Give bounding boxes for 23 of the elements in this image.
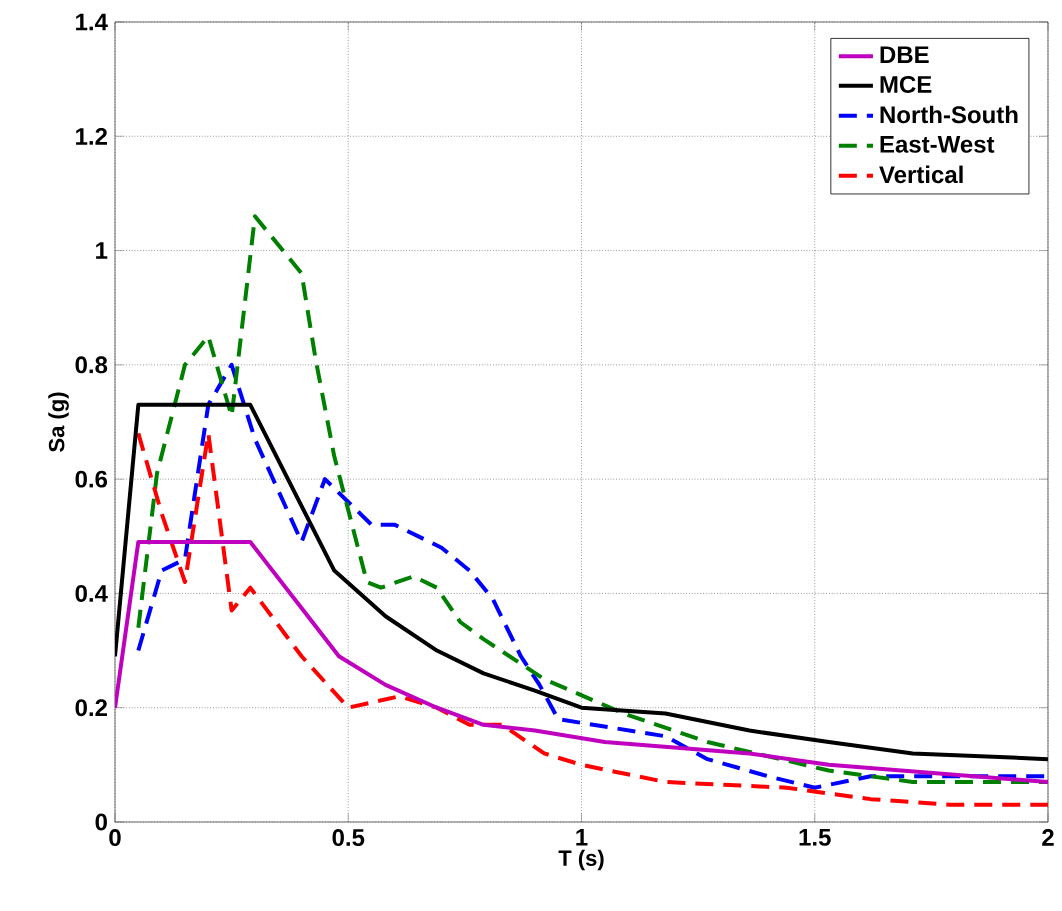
x-axis-title: T (s) (558, 849, 604, 871)
y-tick-label: 0.6 (75, 470, 108, 488)
legend-label: North-South (880, 105, 1018, 124)
legend-label: MCE (880, 75, 932, 93)
legend-label: DBE (880, 46, 929, 63)
y-tick-label: 0.2 (75, 699, 107, 717)
y-tick-label: 1.2 (76, 127, 107, 145)
y-axis-title: Sa (g) (48, 392, 69, 452)
line-series (136, 431, 1048, 807)
y-tick-label: 0.8 (75, 356, 108, 374)
line-series (115, 539, 1048, 784)
y-tick-label: 0.4 (75, 584, 108, 602)
y-tick-label: 1.4 (76, 13, 108, 31)
y-tick-label: 0 (95, 813, 107, 831)
x-tick-label: 2 (1042, 829, 1054, 846)
legend-label: Vertical (879, 165, 963, 184)
x-tick-label: 0.5 (332, 829, 365, 847)
x-tick-label: 0 (109, 829, 121, 847)
legend-label: East-West (880, 136, 995, 153)
x-tick-label: 1 (576, 829, 588, 846)
x-tick-label: 1.5 (799, 829, 831, 846)
line-series (115, 402, 1048, 762)
y-tick-label: 1 (96, 242, 108, 259)
